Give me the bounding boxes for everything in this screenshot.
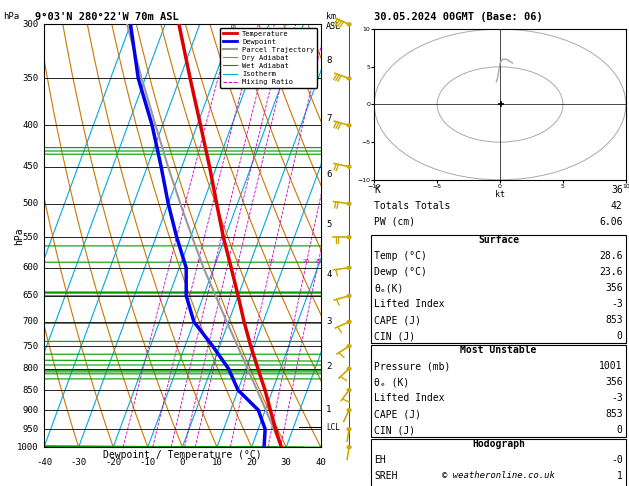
Text: 3: 3 — [326, 317, 331, 327]
Text: 2: 2 — [196, 260, 200, 264]
Text: EH: EH — [374, 455, 386, 465]
Text: 950: 950 — [23, 425, 38, 434]
Legend: Temperature, Dewpoint, Parcel Trajectory, Dry Adiabat, Wet Adiabat, Isotherm, Mi: Temperature, Dewpoint, Parcel Trajectory… — [220, 28, 317, 88]
Text: km: km — [326, 12, 336, 21]
Text: 500: 500 — [23, 199, 38, 208]
Text: 30.05.2024 00GMT (Base: 06): 30.05.2024 00GMT (Base: 06) — [374, 12, 543, 22]
Text: -30: -30 — [70, 458, 87, 467]
Text: 30: 30 — [281, 458, 292, 467]
Text: 356: 356 — [605, 377, 623, 387]
Text: CIN (J): CIN (J) — [374, 331, 415, 342]
Text: -3: -3 — [611, 299, 623, 310]
Text: 0: 0 — [617, 425, 623, 435]
Text: 4: 4 — [226, 260, 230, 264]
Text: Temp (°C): Temp (°C) — [374, 251, 427, 261]
Text: 356: 356 — [605, 283, 623, 294]
Text: 7: 7 — [326, 114, 331, 123]
Text: Surface: Surface — [478, 235, 519, 245]
Text: 25: 25 — [315, 260, 322, 264]
Text: -0: -0 — [611, 455, 623, 465]
Text: 10: 10 — [268, 260, 275, 264]
Text: SREH: SREH — [374, 471, 398, 481]
Text: 42: 42 — [611, 201, 623, 211]
Text: 450: 450 — [23, 162, 38, 171]
Text: θₑ(K): θₑ(K) — [374, 283, 404, 294]
Text: 5: 5 — [237, 260, 240, 264]
Text: 20: 20 — [246, 458, 257, 467]
Text: 1000: 1000 — [17, 443, 38, 451]
Text: 550: 550 — [23, 233, 38, 242]
Text: 10: 10 — [211, 458, 223, 467]
Text: 900: 900 — [23, 406, 38, 415]
Text: 400: 400 — [23, 121, 38, 130]
Text: 23.6: 23.6 — [599, 267, 623, 278]
Text: 853: 853 — [605, 315, 623, 326]
Text: © weatheronline.co.uk: © weatheronline.co.uk — [442, 471, 555, 480]
Text: Pressure (mb): Pressure (mb) — [374, 361, 450, 371]
Text: K: K — [374, 185, 380, 195]
Text: 6: 6 — [326, 170, 331, 179]
Text: 40: 40 — [315, 458, 326, 467]
Text: 4: 4 — [326, 270, 331, 279]
Text: 8: 8 — [326, 56, 331, 66]
Text: Hodograph: Hodograph — [472, 439, 525, 449]
Text: CAPE (J): CAPE (J) — [374, 315, 421, 326]
Text: ASL: ASL — [326, 22, 341, 31]
Text: 800: 800 — [23, 364, 38, 373]
Text: 1: 1 — [169, 260, 172, 264]
Text: 36: 36 — [611, 185, 623, 195]
Text: 650: 650 — [23, 291, 38, 300]
Text: Lifted Index: Lifted Index — [374, 299, 445, 310]
Text: 1: 1 — [326, 405, 331, 414]
Text: 9°03'N 280°22'W 70m ASL: 9°03'N 280°22'W 70m ASL — [35, 12, 179, 22]
Text: θₑ (K): θₑ (K) — [374, 377, 409, 387]
Text: 850: 850 — [23, 385, 38, 395]
Text: hPa: hPa — [3, 12, 19, 21]
Text: CAPE (J): CAPE (J) — [374, 409, 421, 419]
Text: 5: 5 — [326, 220, 331, 228]
Text: 6.06: 6.06 — [599, 217, 623, 227]
Text: -3: -3 — [611, 393, 623, 403]
Text: Lifted Index: Lifted Index — [374, 393, 445, 403]
Text: 300: 300 — [23, 20, 38, 29]
Text: 1001: 1001 — [599, 361, 623, 371]
Text: 700: 700 — [23, 317, 38, 327]
Text: Totals Totals: Totals Totals — [374, 201, 450, 211]
Text: 1: 1 — [617, 471, 623, 481]
Text: 853: 853 — [605, 409, 623, 419]
Text: Dewp (°C): Dewp (°C) — [374, 267, 427, 278]
Text: 750: 750 — [23, 342, 38, 350]
Text: Most Unstable: Most Unstable — [460, 345, 537, 355]
Text: 3: 3 — [214, 260, 217, 264]
Text: -20: -20 — [105, 458, 121, 467]
Text: -10: -10 — [140, 458, 156, 467]
Text: PW (cm): PW (cm) — [374, 217, 415, 227]
Text: 28.6: 28.6 — [599, 251, 623, 261]
Text: 2: 2 — [326, 362, 331, 371]
Text: LCL: LCL — [326, 423, 340, 432]
Text: 20: 20 — [303, 260, 310, 264]
Text: 350: 350 — [23, 74, 38, 83]
Text: hPa: hPa — [14, 227, 24, 244]
Text: 0: 0 — [180, 458, 185, 467]
Text: -40: -40 — [36, 458, 52, 467]
X-axis label: kt: kt — [495, 191, 505, 199]
X-axis label: Dewpoint / Temperature (°C): Dewpoint / Temperature (°C) — [103, 450, 262, 460]
Text: 600: 600 — [23, 263, 38, 272]
Text: 0: 0 — [617, 331, 623, 342]
Text: CIN (J): CIN (J) — [374, 425, 415, 435]
